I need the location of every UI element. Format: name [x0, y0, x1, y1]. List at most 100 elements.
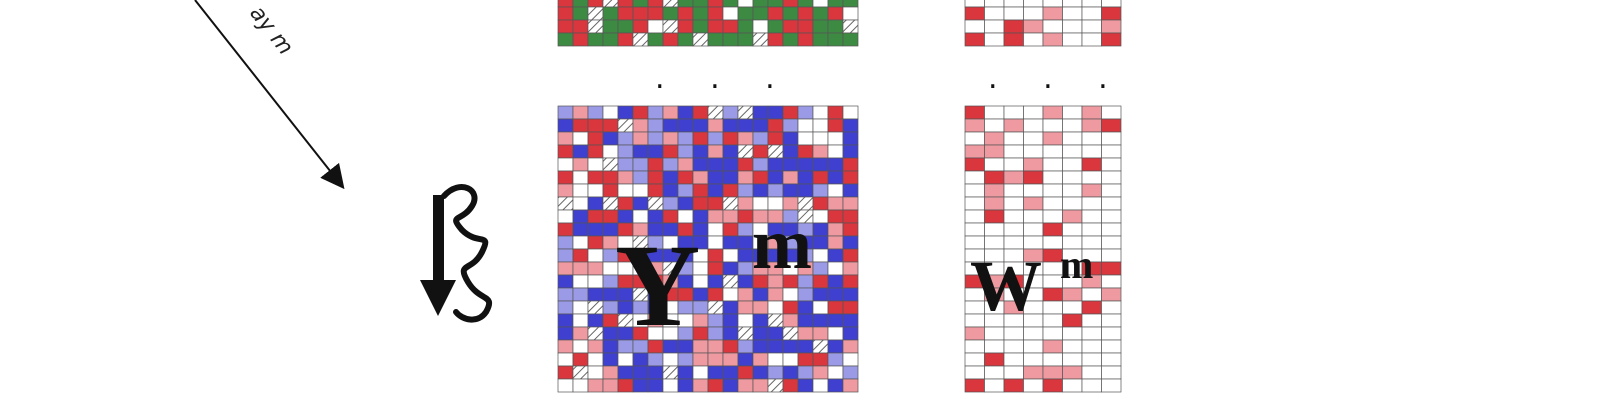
heatmap-cell — [782, 378, 799, 393]
heatmap-cell — [737, 287, 754, 302]
heatmap-cell — [752, 287, 769, 302]
heatmap-cell — [1081, 287, 1102, 302]
heatmap-cell — [722, 32, 739, 47]
heatmap-cell — [722, 339, 739, 354]
heatmap-cell — [984, 32, 1005, 47]
heatmap-cell — [842, 209, 859, 224]
heatmap-cell — [692, 6, 709, 21]
heatmap-cell — [1023, 378, 1044, 393]
heatmap-cell — [1023, 118, 1044, 133]
heatmap-cell — [842, 183, 859, 198]
heatmap-cell — [662, 19, 679, 34]
heatmap-cell — [1062, 287, 1083, 302]
heatmap-cell — [602, 196, 619, 211]
heatmap-cell — [984, 326, 1005, 341]
heatmap-cell — [1062, 19, 1083, 34]
heatmap-cell — [587, 248, 604, 263]
heatmap-cell — [632, 118, 649, 133]
heatmap-cell — [557, 105, 574, 120]
heatmap-cell — [752, 105, 769, 120]
heatmap-cell — [557, 196, 574, 211]
heatmap-cell — [587, 183, 604, 198]
heatmap-cell — [1062, 131, 1083, 146]
heatmap-cell — [1062, 339, 1083, 354]
heatmap-cell — [572, 339, 589, 354]
heatmap-cell — [587, 118, 604, 133]
heatmap-cell — [827, 365, 844, 380]
heatmap-cell — [677, 118, 694, 133]
heatmap-cell — [737, 0, 754, 8]
heatmap-cell — [797, 352, 814, 367]
heatmap-cell — [827, 157, 844, 172]
heatmap-cell — [812, 170, 829, 185]
heatmap-cell — [1003, 352, 1024, 367]
heatmap-cell — [632, 32, 649, 47]
heatmap-cell — [1003, 326, 1024, 341]
heatmap-cell — [752, 6, 769, 21]
heatmap-cell — [722, 222, 739, 237]
heatmap-cell — [1023, 339, 1044, 354]
heatmap-cell — [617, 32, 634, 47]
array-arrow: ay m — [194, 0, 345, 190]
heatmap-cell — [984, 118, 1005, 133]
ellipsis-left: . . . — [655, 61, 793, 96]
heatmap-cell — [1081, 209, 1102, 224]
heatmap-cell — [632, 196, 649, 211]
heatmap-cell — [1062, 118, 1083, 133]
heatmap-cell — [587, 326, 604, 341]
heatmap-cell — [752, 157, 769, 172]
heatmap-cell — [1081, 365, 1102, 380]
heatmap-cell — [842, 196, 859, 211]
heatmap-cell — [587, 235, 604, 250]
heatmap-cell — [647, 183, 664, 198]
heatmap-cell — [984, 105, 1005, 120]
heatmap-cell — [782, 144, 799, 159]
heatmap-cell — [707, 144, 724, 159]
heatmap-cell — [1023, 0, 1044, 8]
heatmap-cell — [707, 183, 724, 198]
heatmap-cell — [737, 248, 754, 263]
heatmap-cell — [557, 209, 574, 224]
heatmap-cell — [707, 222, 724, 237]
heatmap-cell — [842, 261, 859, 276]
heatmap-cell — [557, 157, 574, 172]
heatmap-cell — [707, 105, 724, 120]
heatmap-cell — [722, 352, 739, 367]
heatmap-cell — [707, 248, 724, 263]
heatmap-cell — [707, 274, 724, 289]
heatmap-cell — [737, 235, 754, 250]
heatmap-cell — [557, 365, 574, 380]
heatmap-cell — [602, 183, 619, 198]
heatmap-cell — [602, 19, 619, 34]
heatmap-cell — [782, 287, 799, 302]
heatmap-cell — [722, 261, 739, 276]
heatmap-cell — [812, 287, 829, 302]
heatmap-cell — [1003, 378, 1024, 393]
heatmap-cell — [617, 170, 634, 185]
heatmap-cell — [617, 118, 634, 133]
heatmap-cell — [767, 131, 784, 146]
heatmap-cell — [1042, 118, 1063, 133]
heatmap-cell — [707, 19, 724, 34]
heatmap-cell — [1081, 222, 1102, 237]
heatmap-cell — [964, 326, 985, 341]
heatmap-cell — [964, 144, 985, 159]
heatmap-cell — [767, 105, 784, 120]
heatmap-cell — [767, 0, 784, 8]
heatmap-cell — [572, 131, 589, 146]
heatmap-cell — [767, 378, 784, 393]
heatmap-cell — [707, 287, 724, 302]
heatmap-cell — [587, 196, 604, 211]
heatmap-cell — [782, 6, 799, 21]
heatmap-cell — [1101, 144, 1122, 159]
heatmap-cell — [737, 196, 754, 211]
array-arrow-label: ay m — [244, 1, 298, 60]
heatmap-cell — [964, 378, 985, 393]
heatmap-cell — [964, 0, 985, 8]
heatmap-cell — [1062, 105, 1083, 120]
heatmap-cell — [797, 365, 814, 380]
heatmap-cell — [842, 339, 859, 354]
heatmap-cell — [1101, 196, 1122, 211]
heatmap-cell — [722, 287, 739, 302]
heatmap-cell — [647, 365, 664, 380]
